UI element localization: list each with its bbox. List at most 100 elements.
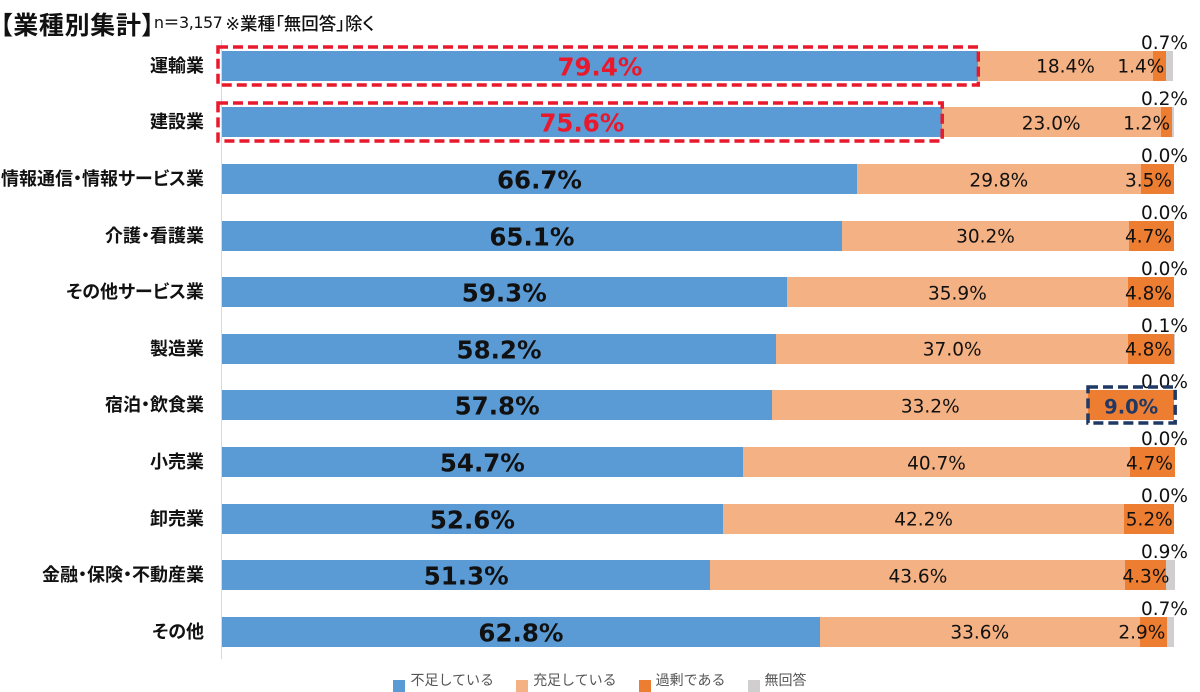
bar-segment-2[interactable]: 40.7%: [742, 447, 1131, 477]
bar-row: その他 62.8% 33.6% 2.9% 0.7%: [0, 599, 1200, 648]
segment-1-value: 59.3%: [461, 278, 547, 308]
bar-row: その他サービス業 59.3% 35.9% 4.8% 0.0%: [0, 260, 1200, 308]
stacked-bar[interactable]: 51.3% 43.6% 4.3%: [222, 560, 1175, 591]
segment-4-value: 0.0%: [1141, 429, 1188, 450]
segment-1-value: 51.3%: [423, 561, 509, 591]
segment-3-value: 4.8%: [1125, 339, 1172, 361]
bar-segment-1[interactable]: 54.7%: [222, 447, 743, 478]
bar-row: 情報通信・情報サービス業 66.7% 29.8% 3.5% 0.0%: [0, 147, 1200, 195]
segment-3-value: 9.0%: [1104, 395, 1159, 419]
segment-2-value: 18.4%: [1036, 56, 1095, 78]
legend-swatch: [516, 680, 529, 692]
bar-segment-2[interactable]: 23.0%: [941, 107, 1161, 138]
segment-4-value: 0.9%: [1141, 542, 1188, 564]
bar-segment-3[interactable]: 1.4%: [1117, 50, 1167, 81]
bar-segment-4[interactable]: [1173, 333, 1175, 364]
segment-2-value: 42.2%: [894, 509, 953, 531]
category-axis-line: [221, 40, 223, 659]
stacked-bar[interactable]: 75.6% 23.0% 1.2%: [222, 107, 1174, 138]
segment-2-value: 37.0%: [922, 339, 982, 361]
segment-2-value: 23.0%: [1021, 113, 1081, 135]
category-label: 宿泊・飲食業: [105, 395, 204, 417]
stacked-bar[interactable]: 65.1% 30.2% 4.7%: [222, 220, 1174, 252]
bar-segment-3[interactable]: 4.7%: [1125, 220, 1174, 251]
bar-row: 介護・看護業 65.1% 30.2% 4.7% 0.0%: [0, 203, 1200, 252]
bar-row: 金融・保険・不動産業 51.3% 43.6% 4.3% 0.9%: [0, 543, 1200, 591]
legend-item: 無回答: [747, 670, 807, 692]
stacked-bar[interactable]: 59.3% 35.9% 4.8%: [222, 277, 1174, 308]
segment-3-value: 3.5%: [1124, 170, 1172, 191]
stacked-bar[interactable]: 54.7% 40.7% 4.7%: [222, 447, 1175, 478]
bar-row: 建設業 75.6% 23.0% 1.2% 0.2%: [0, 90, 1200, 138]
segment-4-value: 0.7%: [1141, 32, 1188, 54]
segment-3-value: 4.7%: [1125, 226, 1172, 248]
bar-segment-2[interactable]: 33.6%: [819, 616, 1140, 647]
bar-segment-1[interactable]: 58.2%: [222, 333, 777, 364]
bar-row: 宿泊・飲食業 57.8% 33.2% 9.0% 0.0%: [0, 373, 1200, 421]
segment-4-value: 0.0%: [1141, 485, 1188, 507]
bar-segment-2[interactable]: 30.2%: [841, 220, 1130, 251]
legend-swatch: [747, 680, 760, 692]
stacked-bar[interactable]: 58.2% 37.0% 4.8%: [222, 333, 1175, 364]
bar-row: 小売業 54.7% 40.7% 4.7% 0.0%: [0, 430, 1200, 478]
bar-segment-3[interactable]: 9.0%: [1088, 390, 1174, 421]
segment-4-value: 0.0%: [1141, 259, 1188, 281]
bar-segment-3[interactable]: 4.7%: [1126, 447, 1175, 477]
bar-segment-2[interactable]: 42.2%: [722, 503, 1125, 534]
bar-segment-2[interactable]: 33.2%: [772, 390, 1089, 421]
stacked-bar[interactable]: 66.7% 29.8% 3.5%: [222, 164, 1174, 195]
category-label: 建設業: [150, 112, 204, 134]
bar-segment-1[interactable]: 52.6%: [222, 503, 723, 535]
bar-segment-3[interactable]: 5.2%: [1124, 503, 1174, 534]
bar-segment-2[interactable]: 29.8%: [856, 164, 1141, 194]
bar-segment-1[interactable]: 62.8%: [222, 616, 820, 648]
bar-segment-1[interactable]: 75.6%: [222, 107, 942, 138]
bar-segment-1[interactable]: 65.1%: [222, 220, 842, 252]
bar-segment-3[interactable]: 2.9%: [1118, 616, 1168, 647]
bar-segment-2[interactable]: 37.0%: [776, 333, 1129, 364]
segment-3-value: 4.7%: [1125, 453, 1173, 474]
bar-segment-4[interactable]: [1167, 616, 1174, 647]
bar-segment-3[interactable]: 4.8%: [1125, 333, 1174, 364]
segment-1-value: 79.4%: [557, 52, 643, 82]
red-dashed-highlight-box: [216, 101, 944, 144]
stacked-bar[interactable]: 52.6% 42.2% 5.2%: [222, 503, 1174, 535]
sample-size: n＝3,157: [153, 13, 223, 32]
segment-4-value: 0.2%: [1141, 89, 1188, 111]
bar-segment-3[interactable]: 1.2%: [1123, 107, 1173, 138]
segment-1-value: 52.6%: [429, 505, 515, 535]
bar-row: 運輸業 79.4% 18.4% 1.4% 0.7%: [0, 33, 1200, 82]
segment-1-value: 65.1%: [489, 222, 575, 252]
segment-2-value: 40.7%: [907, 453, 966, 474]
category-label: 金融・保険・不動産業: [42, 565, 204, 587]
bar-segment-2[interactable]: 18.4%: [977, 50, 1154, 81]
bar-segment-2[interactable]: 43.6%: [710, 560, 1126, 591]
segment-3-value: 4.3%: [1122, 566, 1170, 588]
exclusion-note: ※業種「無回答」除く: [225, 15, 375, 35]
legend-swatch: [393, 680, 406, 692]
legend-item: 充足している: [516, 670, 617, 692]
segment-1-value: 62.8%: [478, 618, 564, 648]
category-label: 運輸業: [150, 55, 204, 77]
bar-segment-3[interactable]: 3.5%: [1125, 164, 1174, 194]
bar-segment-4[interactable]: [1172, 107, 1174, 138]
bar-segment-1[interactable]: 59.3%: [222, 277, 787, 308]
bar-segment-4[interactable]: [1166, 50, 1173, 81]
bar-segment-3[interactable]: 4.8%: [1125, 277, 1174, 308]
bar-segment-1[interactable]: 51.3%: [222, 560, 711, 591]
stacked-bar[interactable]: 79.4% 18.4% 1.4%: [222, 50, 1173, 82]
stacked-bar[interactable]: 57.8% 33.2% 9.0%: [222, 390, 1174, 421]
bar-segment-1[interactable]: 57.8%: [222, 390, 773, 421]
stacked-bar[interactable]: 62.8% 33.6% 2.9%: [222, 616, 1174, 648]
red-dashed-highlight-box: [216, 45, 981, 87]
segment-2-value: 30.2%: [956, 226, 1015, 248]
navy-dashed-highlight-box: [1086, 385, 1178, 425]
category-label: 小売業: [150, 452, 204, 473]
bar-segment-1[interactable]: 79.4%: [222, 50, 978, 82]
bar-segment-4[interactable]: [1166, 560, 1175, 591]
bar-segment-1[interactable]: 66.7%: [222, 164, 857, 195]
segment-2-value: 35.9%: [928, 283, 987, 305]
bar-segment-2[interactable]: 35.9%: [786, 277, 1129, 308]
bar-segment-3[interactable]: 4.3%: [1122, 560, 1170, 591]
segment-2-value: 33.2%: [900, 396, 960, 418]
